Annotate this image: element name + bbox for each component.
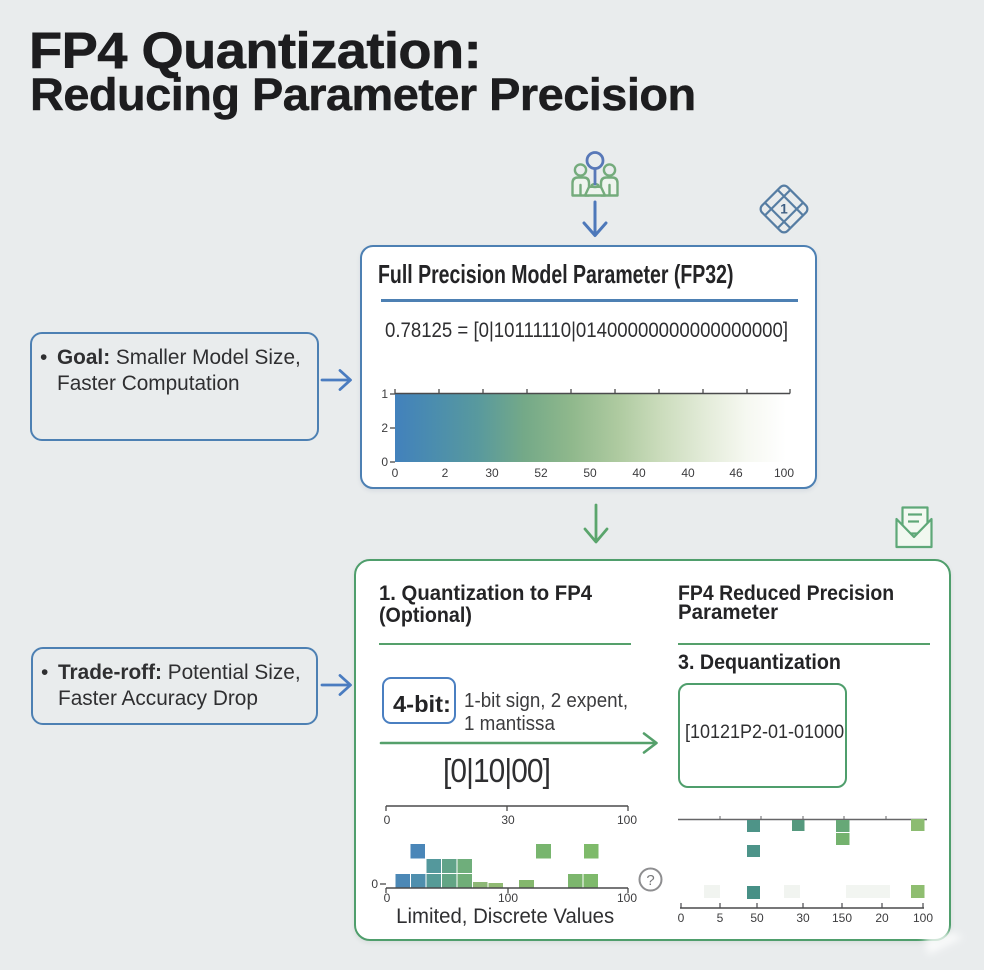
svg-text:46: 46 <box>729 466 743 480</box>
svg-text:0: 0 <box>678 911 685 925</box>
svg-text:0: 0 <box>384 813 391 827</box>
svg-text:100: 100 <box>498 891 518 905</box>
svg-text:150: 150 <box>832 911 852 925</box>
svg-text:0: 0 <box>384 891 391 905</box>
svg-text:Limited, Discrete Values: Limited, Discrete Values <box>396 905 614 928</box>
svg-text:2: 2 <box>442 466 449 480</box>
svg-text:50: 50 <box>750 911 764 925</box>
svg-text:100: 100 <box>913 911 933 925</box>
svg-text:52: 52 <box>534 466 548 480</box>
svg-text:0: 0 <box>392 466 399 480</box>
svg-text:30: 30 <box>796 911 810 925</box>
svg-text:0: 0 <box>371 877 378 891</box>
svg-text:100: 100 <box>774 466 794 480</box>
svg-text:1: 1 <box>780 202 788 217</box>
svg-text:?: ? <box>646 872 654 889</box>
svg-text:1: 1 <box>381 387 388 401</box>
svg-text:20: 20 <box>875 911 889 925</box>
svg-text:40: 40 <box>681 466 695 480</box>
svg-text:2: 2 <box>381 421 388 435</box>
svg-text:0: 0 <box>381 455 388 469</box>
svg-text:40: 40 <box>632 466 646 480</box>
svg-text:100: 100 <box>617 891 637 905</box>
svg-text:5: 5 <box>717 911 724 925</box>
svg-text:30: 30 <box>501 813 515 827</box>
svg-text:50: 50 <box>583 466 597 480</box>
svg-text:30: 30 <box>485 466 499 480</box>
svg-text:100: 100 <box>617 813 637 827</box>
